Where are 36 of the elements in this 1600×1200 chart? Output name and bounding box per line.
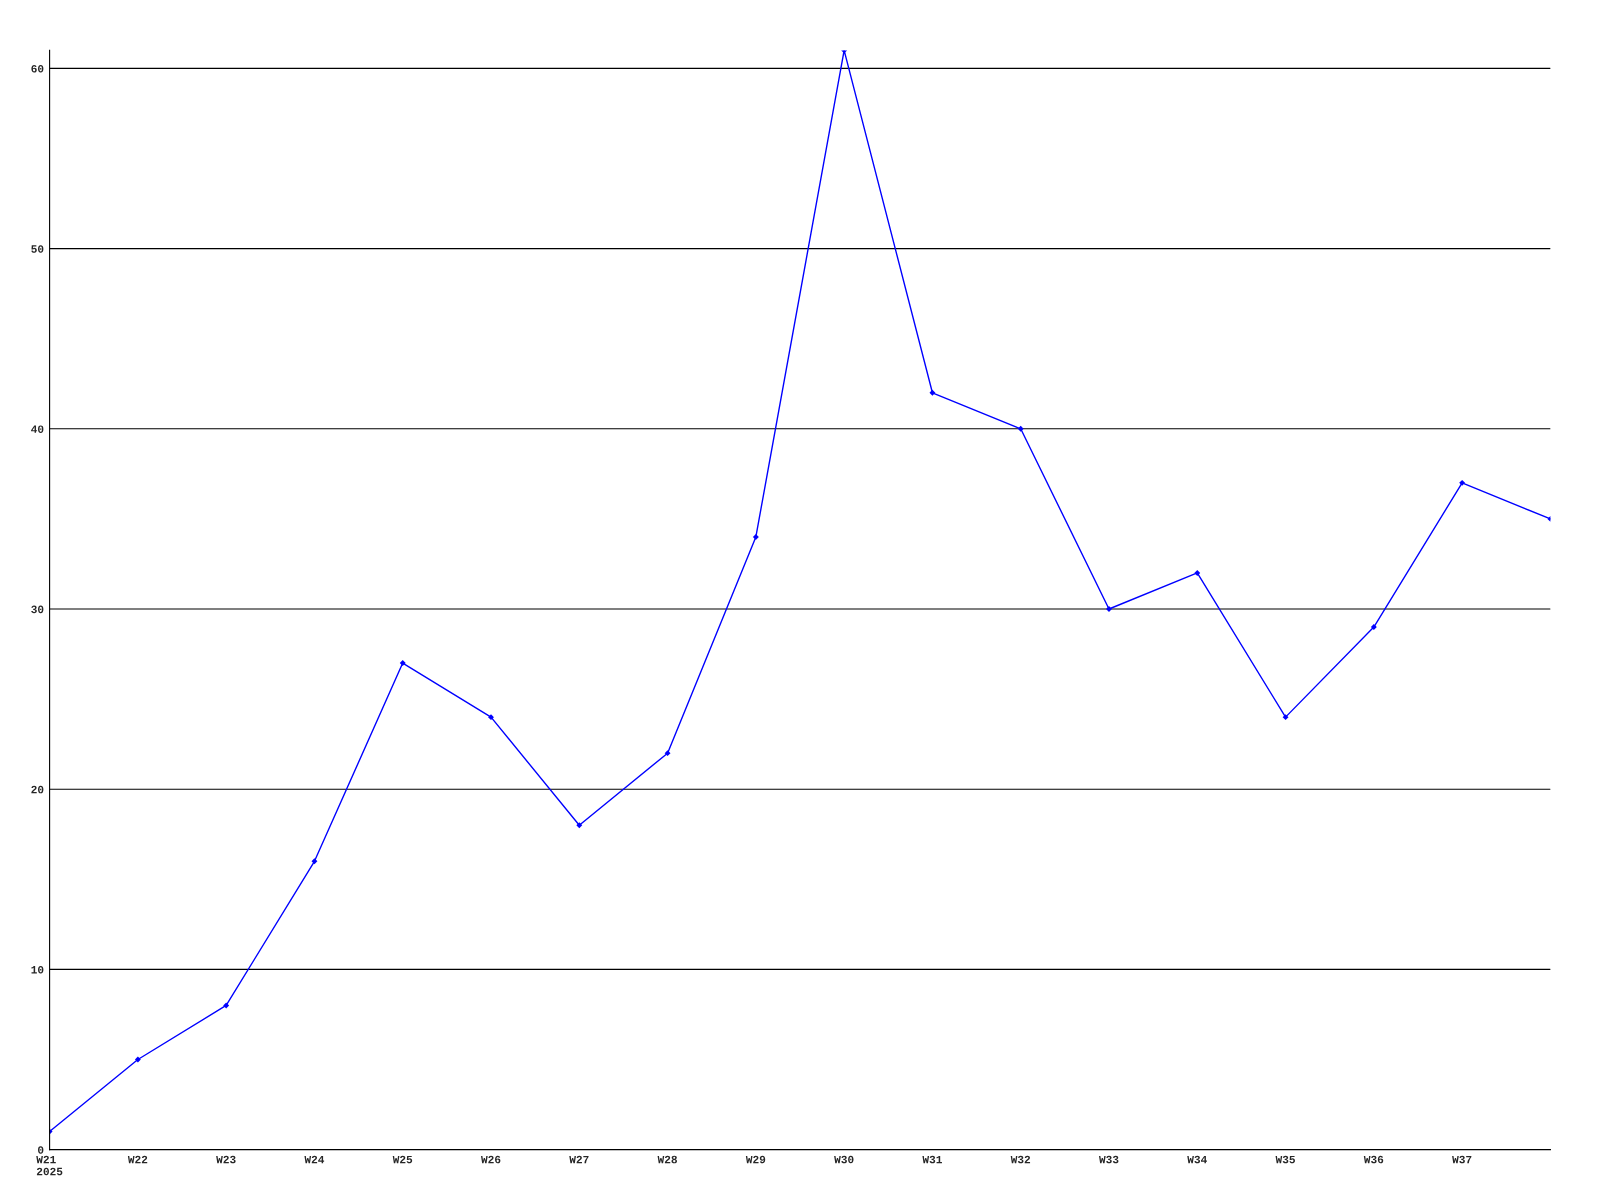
y-tick-label: 20 [31, 785, 44, 794]
y-tick-label: 0 [38, 1146, 44, 1154]
point [1370, 624, 1377, 630]
x-tick-label: W32 [1010, 1155, 1031, 1164]
x-tick-label: W29 [745, 1155, 766, 1164]
x-tick-label: W21 2025 [36, 1155, 63, 1176]
point [752, 533, 759, 540]
x-tick-label: W28 [657, 1155, 677, 1164]
x-tick-label: W37 [1452, 1155, 1472, 1164]
x-tick-label: W24 [304, 1155, 325, 1164]
x-tick-label: W27 [569, 1155, 589, 1164]
x-tick-label: W30 [834, 1155, 854, 1164]
x-tick-label: W36 [1363, 1155, 1384, 1164]
point [1194, 570, 1201, 576]
point [223, 1002, 230, 1009]
point [311, 858, 318, 865]
y-tick-label: 50 [31, 245, 44, 253]
point [399, 660, 406, 667]
y-tick-label: 10 [31, 966, 44, 974]
point [134, 1056, 141, 1063]
y-tick-label: 40 [31, 425, 44, 433]
x-tick-label: W35 [1275, 1155, 1295, 1164]
x-tick-label: W33 [1098, 1155, 1119, 1164]
x-tick-label: W22 [127, 1155, 148, 1164]
x-tick-label: W25 [392, 1155, 413, 1164]
x-tick-label: W31 [922, 1155, 942, 1164]
y-tick-label: 30 [31, 605, 44, 614]
point [664, 750, 671, 757]
x-tick-label: W26 [481, 1155, 501, 1164]
x-tick-label: W23 [216, 1155, 236, 1164]
x-tick-label: W34 [1187, 1155, 1207, 1164]
y-tick-label: 60 [31, 65, 44, 73]
point [1017, 425, 1024, 432]
point [1282, 714, 1289, 721]
point [929, 389, 936, 396]
point [488, 714, 494, 721]
